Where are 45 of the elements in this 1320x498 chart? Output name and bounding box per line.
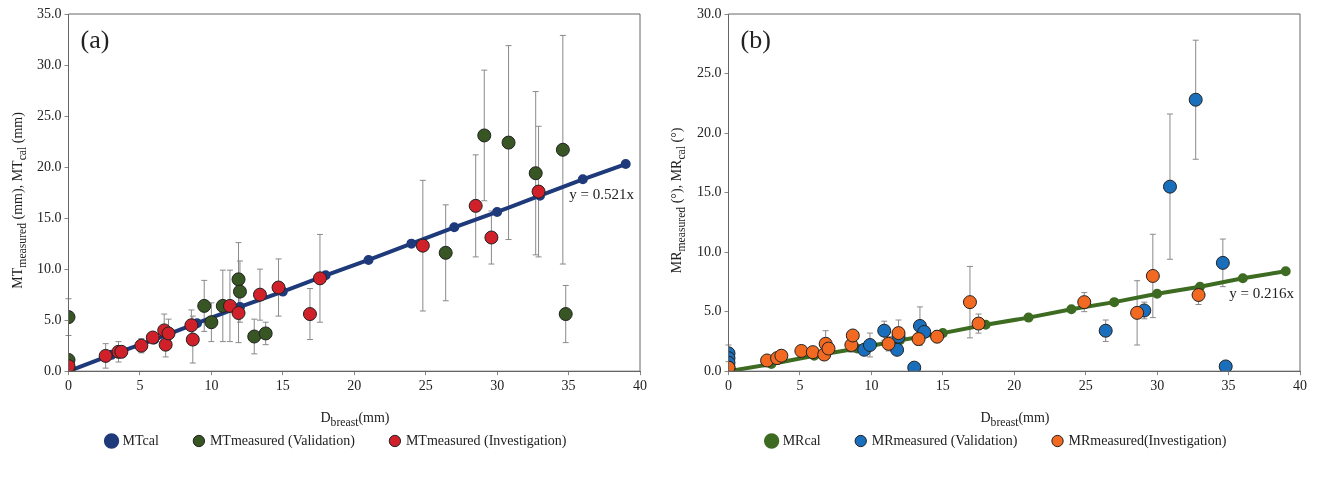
x-tick-label: 10 [204, 378, 219, 394]
legend-label: MTmeasured (Validation) [209, 432, 356, 449]
legend-label: MRmeasured(Investigation) [1068, 432, 1227, 449]
x-tick-label: 15 [275, 378, 290, 394]
y-tick-label: 35.0 [37, 5, 62, 21]
y-tick-label: 5.0 [44, 311, 62, 327]
y-tick-label: 15.0 [37, 209, 62, 225]
annotation: y = 0.216x [1229, 285, 1295, 302]
x-tick-label: 10 [864, 378, 879, 394]
legend-label: MRmeasured (Validation) [871, 432, 1018, 449]
x-tick-label: 25 [1078, 378, 1093, 394]
x-axis-title: D$_{breast}$(mm) [979, 410, 1051, 429]
x-tick-label: 40 [1293, 378, 1307, 394]
y-tick-label: 20.0 [37, 158, 62, 174]
legend-label: MRcal [782, 432, 821, 448]
legend-label: MTcal [122, 432, 159, 448]
x-tick-label: 30 [490, 378, 505, 394]
y-tick-label: 5.0 [704, 303, 722, 319]
y-tick-label: 15.0 [697, 184, 722, 200]
y-tick-label: 0.0 [704, 362, 722, 378]
x-tick-label: 5 [136, 378, 144, 394]
legend-label: MTmeasured (Investigation) [405, 432, 567, 449]
x-tick-label: 20 [347, 378, 362, 394]
x-tick-label: 30 [1150, 378, 1165, 394]
y-tick-label: 10.0 [697, 243, 722, 259]
y-tick-label: 25.0 [37, 107, 62, 123]
y-tick-label: 30.0 [697, 5, 722, 21]
x-tick-label: 40 [633, 378, 647, 394]
x-tick-label: 0 [65, 378, 72, 394]
annotation: (a) [80, 24, 110, 54]
annotation: (b) [740, 24, 771, 54]
x-tick-label: 15 [935, 378, 950, 394]
x-tick-label: 5 [796, 378, 804, 394]
y-tick-label: 25.0 [697, 65, 722, 81]
y-tick-label: 20.0 [697, 124, 722, 140]
annotation: y = 0.521x [569, 186, 635, 203]
x-tick-label: 20 [1007, 378, 1022, 394]
x-tick-label: 35 [561, 378, 576, 394]
x-tick-label: 35 [1221, 378, 1236, 394]
x-tick-label: 25 [418, 378, 433, 394]
x-axis-title: D$_{breast}$(mm) [319, 410, 391, 429]
y-tick-label: 30.0 [37, 56, 62, 72]
y-tick-label: 10.0 [37, 260, 62, 276]
y-tick-label: 0.0 [44, 362, 62, 378]
x-tick-label: 0 [725, 378, 732, 394]
